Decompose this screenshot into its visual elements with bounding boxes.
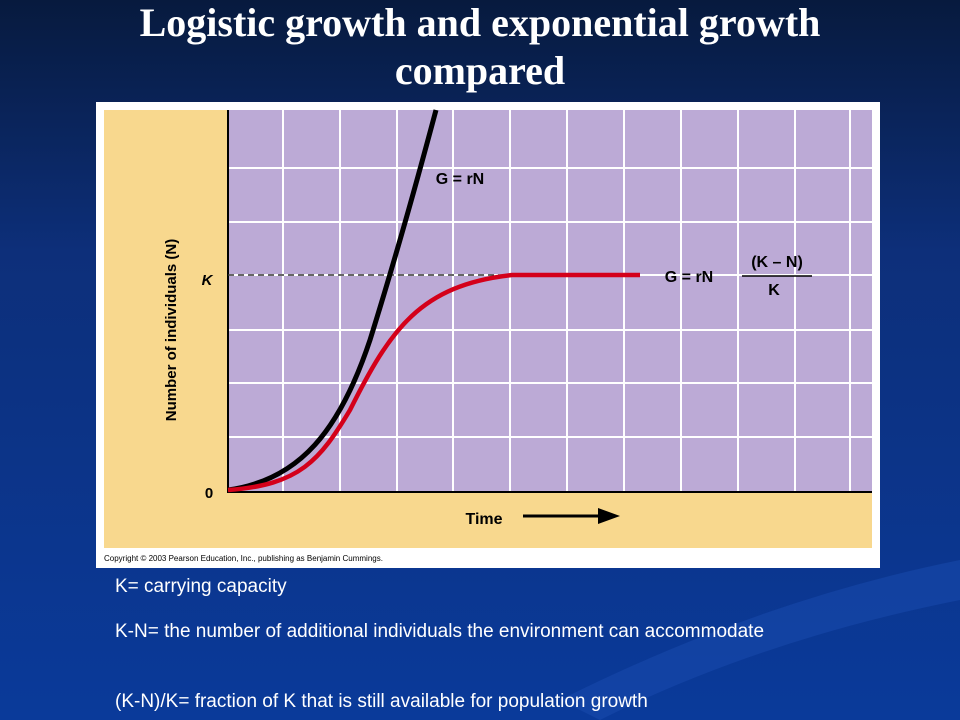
plot-area bbox=[228, 110, 872, 492]
k-label: K bbox=[202, 272, 214, 289]
logistic-curve bbox=[227, 272, 640, 493]
zero-label: 0 bbox=[205, 485, 213, 502]
copyright: Copyright © 2003 Pearson Education, Inc.… bbox=[104, 554, 383, 563]
title-line: Logistic growth and exponential growth bbox=[140, 0, 821, 45]
logistic-label: G = rN bbox=[665, 269, 713, 286]
note: (K-N)/K= fraction of K that is still ava… bbox=[115, 691, 648, 712]
fraction-top: (K – N) bbox=[751, 254, 803, 271]
time-arrowhead bbox=[598, 508, 620, 524]
fraction-bottom: K bbox=[768, 282, 780, 299]
swoosh bbox=[560, 560, 960, 720]
exponential-curve bbox=[227, 109, 439, 493]
exponential-label: G = rN bbox=[436, 171, 484, 188]
slide-title: Logistic growth and exponential growth co… bbox=[140, 0, 821, 93]
note: K= carrying capacity bbox=[115, 576, 287, 597]
y-axis-label: Number of individuals (N) bbox=[163, 239, 180, 422]
x-axis-label: Time bbox=[465, 511, 502, 528]
title-line: compared bbox=[395, 48, 565, 93]
note: K-N= the number of additional individual… bbox=[115, 621, 765, 642]
